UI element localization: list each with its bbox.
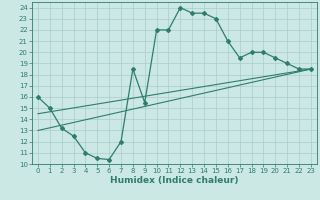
X-axis label: Humidex (Indice chaleur): Humidex (Indice chaleur) [110, 176, 239, 185]
